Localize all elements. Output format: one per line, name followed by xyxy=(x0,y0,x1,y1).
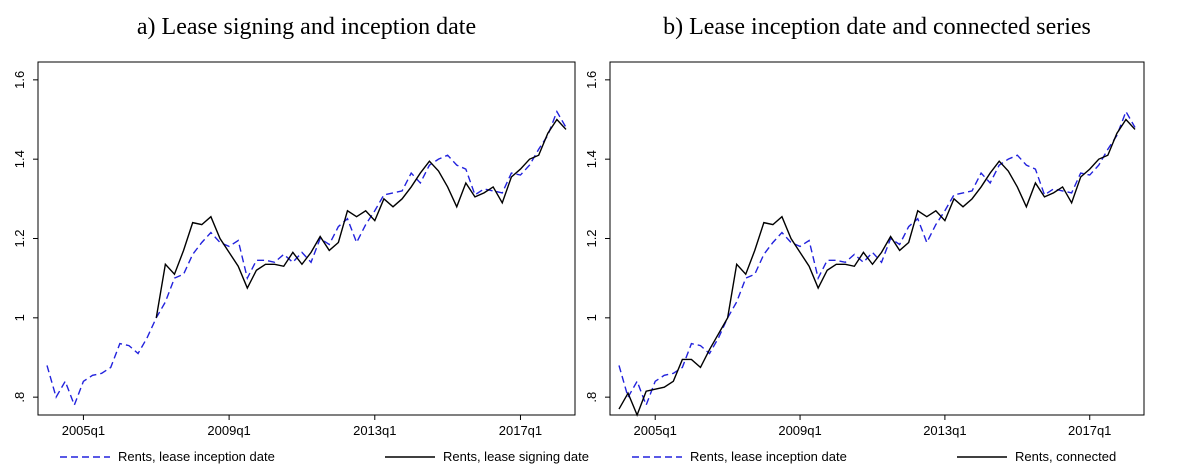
x-tick-label: 2017q1 xyxy=(499,423,542,438)
y-tick-label: 1.2 xyxy=(12,229,27,247)
legend-label: Rents, connected xyxy=(1015,449,1116,464)
x-tick-label: 2013q1 xyxy=(353,423,396,438)
series-line xyxy=(618,118,1136,417)
panel: b) Lease inception date and connected se… xyxy=(584,14,1145,464)
series-line xyxy=(155,118,567,318)
plot-frame xyxy=(609,61,1145,416)
panel-title: a) Lease signing and inception date xyxy=(137,14,476,40)
y-tick-label: 1.4 xyxy=(584,150,599,168)
x-tick-label: 2009q1 xyxy=(778,423,821,438)
y-tick-label: .8 xyxy=(12,392,27,403)
legend-label: Rents, lease inception date xyxy=(690,449,847,464)
x-tick-label: 2005q1 xyxy=(62,423,105,438)
y-tick-label: .8 xyxy=(584,392,599,403)
y-tick-label: 1 xyxy=(12,314,27,321)
panel-title: b) Lease inception date and connected se… xyxy=(663,14,1091,40)
y-tick-label: 1.4 xyxy=(12,150,27,168)
plot-frame xyxy=(37,61,576,416)
legend-label: Rents, lease signing date xyxy=(443,449,589,464)
x-tick-label: 2013q1 xyxy=(923,423,966,438)
x-tick-label: 2017q1 xyxy=(1068,423,1111,438)
series-line xyxy=(46,109,567,408)
y-tick-label: 1.2 xyxy=(584,229,599,247)
legend-label: Rents, lease inception date xyxy=(118,449,275,464)
x-tick-label: 2005q1 xyxy=(634,423,677,438)
y-tick-label: 1.6 xyxy=(12,71,27,89)
y-tick-label: 1.6 xyxy=(584,71,599,89)
x-tick-label: 2009q1 xyxy=(207,423,250,438)
y-tick-label: 1 xyxy=(584,314,599,321)
panel: a) Lease signing and inception date .8 1 1.… xyxy=(12,14,589,464)
